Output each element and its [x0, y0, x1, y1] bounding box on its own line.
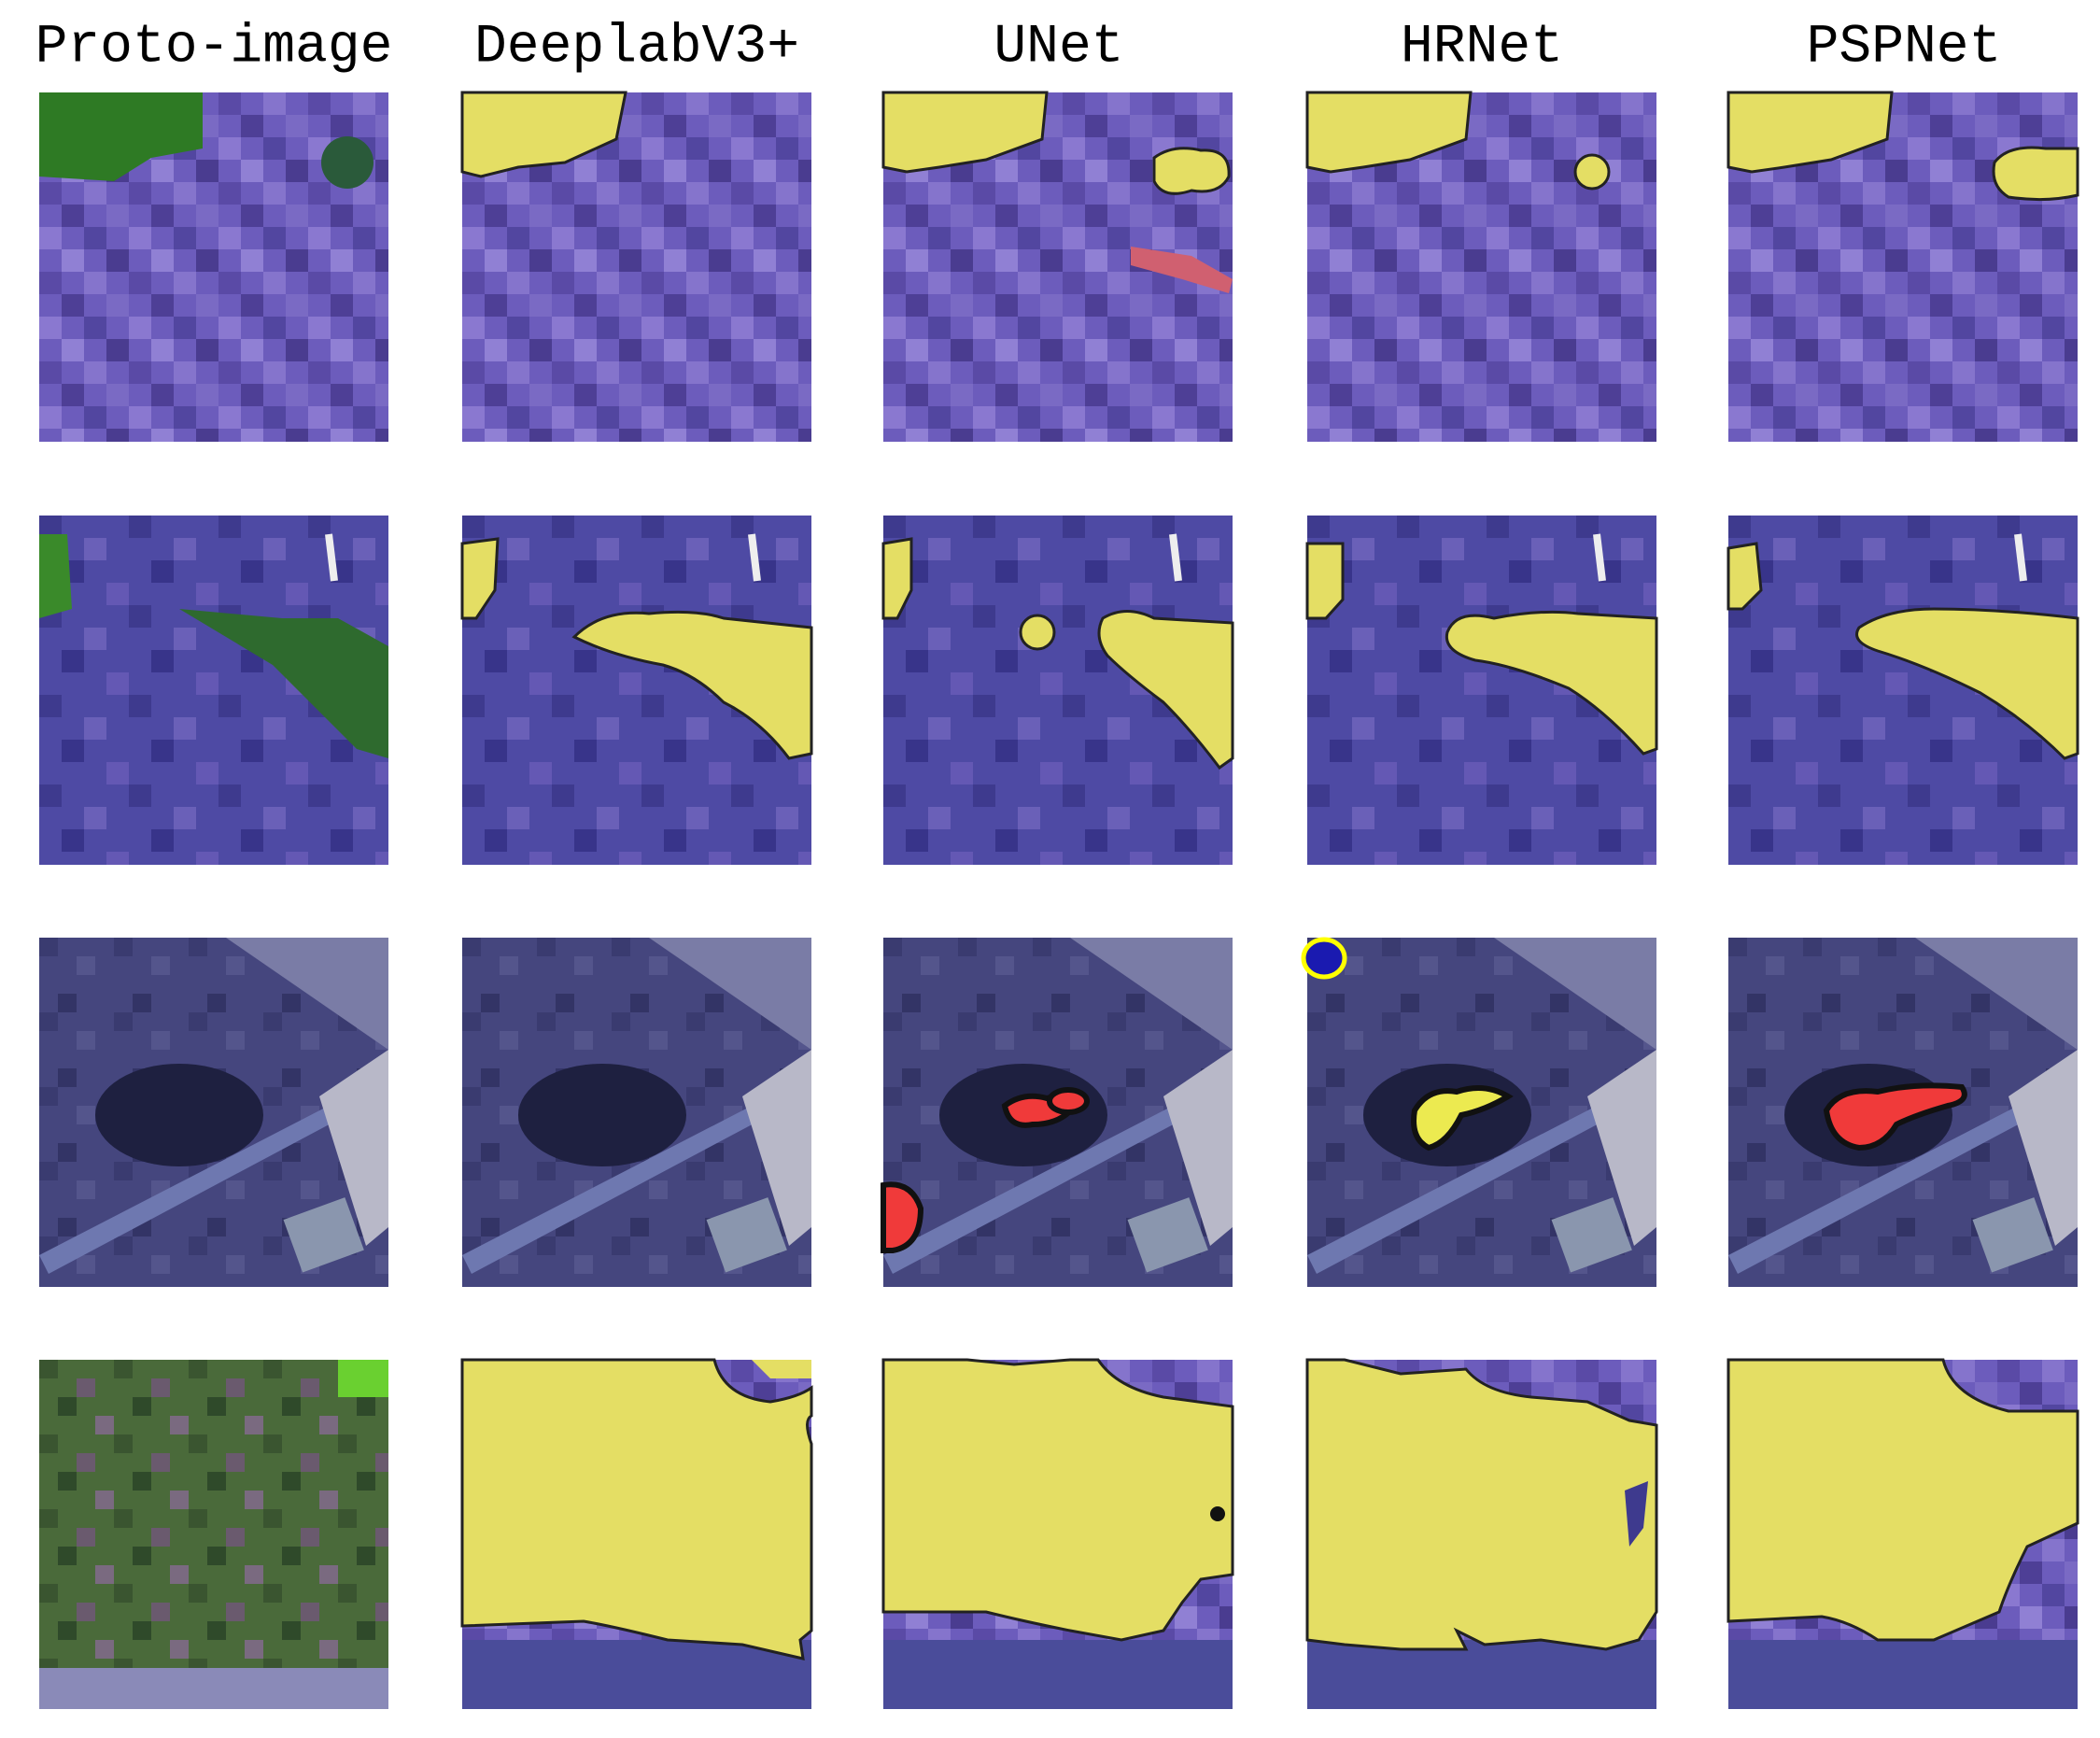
segment-region — [1992, 146, 2079, 202]
segment-region — [39, 1360, 388, 1709]
tile — [1727, 91, 2079, 442]
tile — [460, 1358, 813, 1709]
segment-region — [571, 610, 813, 760]
segment-region — [460, 91, 627, 178]
segment-region — [39, 534, 72, 618]
segment-region — [1411, 1085, 1514, 1152]
segment-region — [1855, 607, 2079, 760]
segment-region — [1152, 147, 1231, 195]
segment-region — [881, 91, 1049, 174]
tile — [883, 516, 1233, 865]
column-headers: Proto-image DeeplabV3+ UNet HRNet PSPNet — [35, 17, 2002, 78]
tile — [462, 938, 811, 1287]
segment-region — [1727, 1358, 2079, 1642]
segment-region — [1445, 610, 1658, 756]
segment-region — [460, 537, 500, 620]
tile — [1301, 937, 1656, 1287]
segment-region — [338, 1360, 388, 1397]
tile — [460, 91, 811, 442]
segment-region — [1727, 91, 1894, 174]
segment-region — [1305, 1358, 1658, 1651]
tile — [881, 91, 1233, 442]
column-header: DeeplabV3+ — [474, 17, 799, 78]
tile — [39, 938, 388, 1287]
tile — [462, 516, 811, 865]
tile — [1307, 516, 1656, 865]
tile — [39, 1360, 388, 1709]
segment-region — [881, 1181, 924, 1253]
segment-region — [39, 92, 203, 181]
segment-region — [1047, 1087, 1090, 1115]
tile-background — [39, 938, 388, 1287]
column-header: UNet — [994, 17, 1123, 78]
segment-region — [1727, 542, 1763, 611]
segment-region — [881, 537, 913, 620]
column-header: Proto-image — [35, 17, 393, 78]
segment-region — [321, 136, 373, 189]
segment-region — [39, 1668, 388, 1709]
segment-region — [752, 1360, 811, 1378]
segment-region — [1625, 1481, 1648, 1547]
tile — [1728, 516, 2078, 865]
tile — [881, 938, 1233, 1287]
segment-region — [1019, 614, 1056, 651]
tile — [881, 1358, 1234, 1709]
segment-region — [1305, 91, 1473, 174]
tile — [1727, 1358, 2079, 1709]
segment-region — [1131, 247, 1233, 293]
tile-background — [1307, 938, 1656, 1287]
tile — [1305, 1358, 1658, 1709]
tile — [39, 92, 388, 442]
segment-region — [179, 609, 388, 758]
segment-region — [1823, 1082, 1967, 1152]
segment-region — [1305, 542, 1345, 620]
segment-region — [1097, 610, 1234, 770]
column-header: HRNet — [1401, 17, 1563, 78]
tile — [1728, 938, 2078, 1287]
tile — [39, 516, 388, 865]
segment-region — [1301, 937, 1347, 980]
column-header: PSPNet — [1807, 17, 2002, 78]
segment-region — [1573, 153, 1611, 191]
segment-region — [460, 1358, 813, 1660]
segment-region — [881, 1358, 1234, 1642]
tile — [1305, 91, 1656, 442]
segment-region — [1210, 1506, 1225, 1521]
tile-background — [462, 938, 811, 1287]
